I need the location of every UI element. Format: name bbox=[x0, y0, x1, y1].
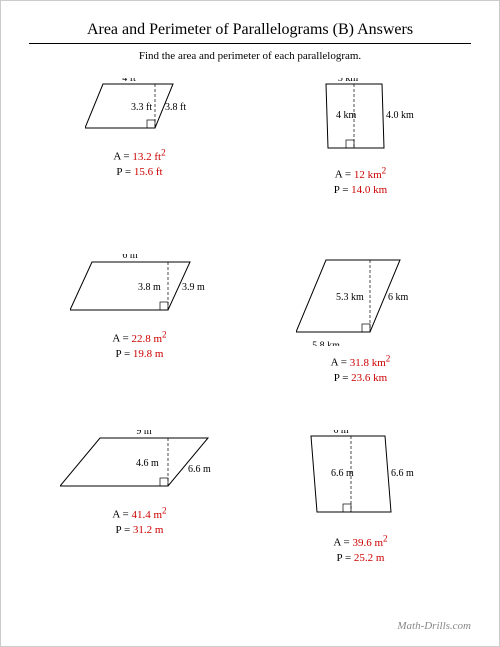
parallelogram-diagram: 3 km 4 km 4.0 km bbox=[306, 78, 416, 158]
perimeter-value: 14.0 km bbox=[351, 184, 387, 196]
svg-text:5.3 km: 5.3 km bbox=[336, 292, 364, 303]
svg-text:6 m: 6 m bbox=[122, 254, 138, 261]
answers: A = 39.6 m2P = 25.2 m bbox=[333, 532, 387, 566]
perimeter-line: P = 25.2 m bbox=[333, 551, 387, 566]
svg-text:6 km: 6 km bbox=[388, 292, 409, 303]
answers: A = 22.8 m2P = 19.8 m bbox=[112, 328, 166, 362]
svg-text:6.6 m: 6.6 m bbox=[188, 464, 211, 475]
svg-text:9 m: 9 m bbox=[136, 430, 152, 437]
area-value: 22.8 m2 bbox=[131, 333, 166, 345]
figure-cell: 3 km 4 km 4.0 km A = 12 km2P = 14.0 km bbox=[250, 74, 471, 244]
svg-text:6.6 m: 6.6 m bbox=[331, 468, 354, 479]
perimeter-value: 25.2 m bbox=[354, 552, 385, 564]
answers: A = 41.4 m2P = 31.2 m bbox=[112, 504, 166, 538]
svg-text:4.0 km: 4.0 km bbox=[386, 110, 414, 121]
footer: Math-Drills.com bbox=[397, 620, 471, 632]
perimeter-value: 19.8 m bbox=[133, 348, 164, 360]
svg-text:6.6 m: 6.6 m bbox=[391, 468, 414, 479]
answers: A = 12 km2P = 14.0 km bbox=[334, 164, 387, 198]
svg-text:3.8 ft: 3.8 ft bbox=[165, 102, 186, 113]
instruction: Find the area and perimeter of each para… bbox=[29, 50, 471, 62]
area-value: 39.6 m2 bbox=[352, 537, 387, 549]
svg-text:3.9 m: 3.9 m bbox=[182, 282, 205, 293]
answers: A = 13.2 ft2P = 15.6 ft bbox=[113, 146, 165, 180]
parallelogram-diagram: 6 m 3.8 m 3.9 m bbox=[70, 254, 210, 322]
area-value: 31.8 km2 bbox=[350, 357, 391, 369]
perimeter-line: P = 19.8 m bbox=[112, 347, 166, 362]
figure-grid: 4 ft 3.3 ft 3.8 ft A = 13.2 ft2P = 15.6 … bbox=[29, 74, 471, 596]
svg-text:3 km: 3 km bbox=[337, 78, 358, 84]
figure-cell: 6 m 6.6 m 6.6 m A = 39.6 m2P = 25.2 m bbox=[250, 426, 471, 596]
perimeter-line: P = 31.2 m bbox=[112, 523, 166, 538]
parallelogram-diagram: 4 ft 3.3 ft 3.8 ft bbox=[85, 78, 195, 140]
area-line: A = 22.8 m2 bbox=[112, 328, 166, 347]
area-value: 41.4 m2 bbox=[131, 509, 166, 521]
figure-cell: 9 m 4.6 m 6.6 m A = 41.4 m2P = 31.2 m bbox=[29, 426, 250, 596]
perimeter-line: P = 15.6 ft bbox=[113, 165, 165, 180]
area-line: A = 39.6 m2 bbox=[333, 532, 387, 551]
perimeter-value: 23.6 km bbox=[351, 372, 387, 384]
svg-text:3.8 m: 3.8 m bbox=[138, 282, 161, 293]
svg-text:3.3 ft: 3.3 ft bbox=[131, 102, 152, 113]
perimeter-line: P = 23.6 km bbox=[331, 371, 391, 386]
area-line: A = 41.4 m2 bbox=[112, 504, 166, 523]
area-value: 13.2 ft2 bbox=[132, 151, 165, 163]
page-title: Area and Perimeter of Parallelograms (B)… bbox=[29, 21, 471, 44]
perimeter-line: P = 14.0 km bbox=[334, 183, 387, 198]
area-line: A = 12 km2 bbox=[334, 164, 387, 183]
parallelogram-diagram: 5.8 km 5.3 km 6 km bbox=[296, 254, 426, 346]
perimeter-value: 31.2 m bbox=[133, 524, 164, 536]
area-value: 12 km2 bbox=[354, 169, 386, 181]
svg-text:5.8 km: 5.8 km bbox=[312, 340, 340, 346]
perimeter-value: 15.6 ft bbox=[134, 166, 163, 178]
answers: A = 31.8 km2P = 23.6 km bbox=[331, 352, 391, 386]
figure-cell: 6 m 3.8 m 3.9 m A = 22.8 m2P = 19.8 m bbox=[29, 250, 250, 420]
figure-cell: 4 ft 3.3 ft 3.8 ft A = 13.2 ft2P = 15.6 … bbox=[29, 74, 250, 244]
figure-cell: 5.8 km 5.3 km 6 km A = 31.8 km2P = 23.6 … bbox=[250, 250, 471, 420]
svg-text:4.6 m: 4.6 m bbox=[136, 458, 159, 469]
area-line: A = 13.2 ft2 bbox=[113, 146, 165, 165]
parallelogram-diagram: 6 m 6.6 m 6.6 m bbox=[301, 430, 421, 526]
area-line: A = 31.8 km2 bbox=[331, 352, 391, 371]
parallelogram-diagram: 9 m 4.6 m 6.6 m bbox=[60, 430, 220, 498]
svg-text:4 ft: 4 ft bbox=[122, 78, 136, 84]
svg-text:6 m: 6 m bbox=[333, 430, 349, 436]
svg-text:4 km: 4 km bbox=[336, 110, 357, 121]
